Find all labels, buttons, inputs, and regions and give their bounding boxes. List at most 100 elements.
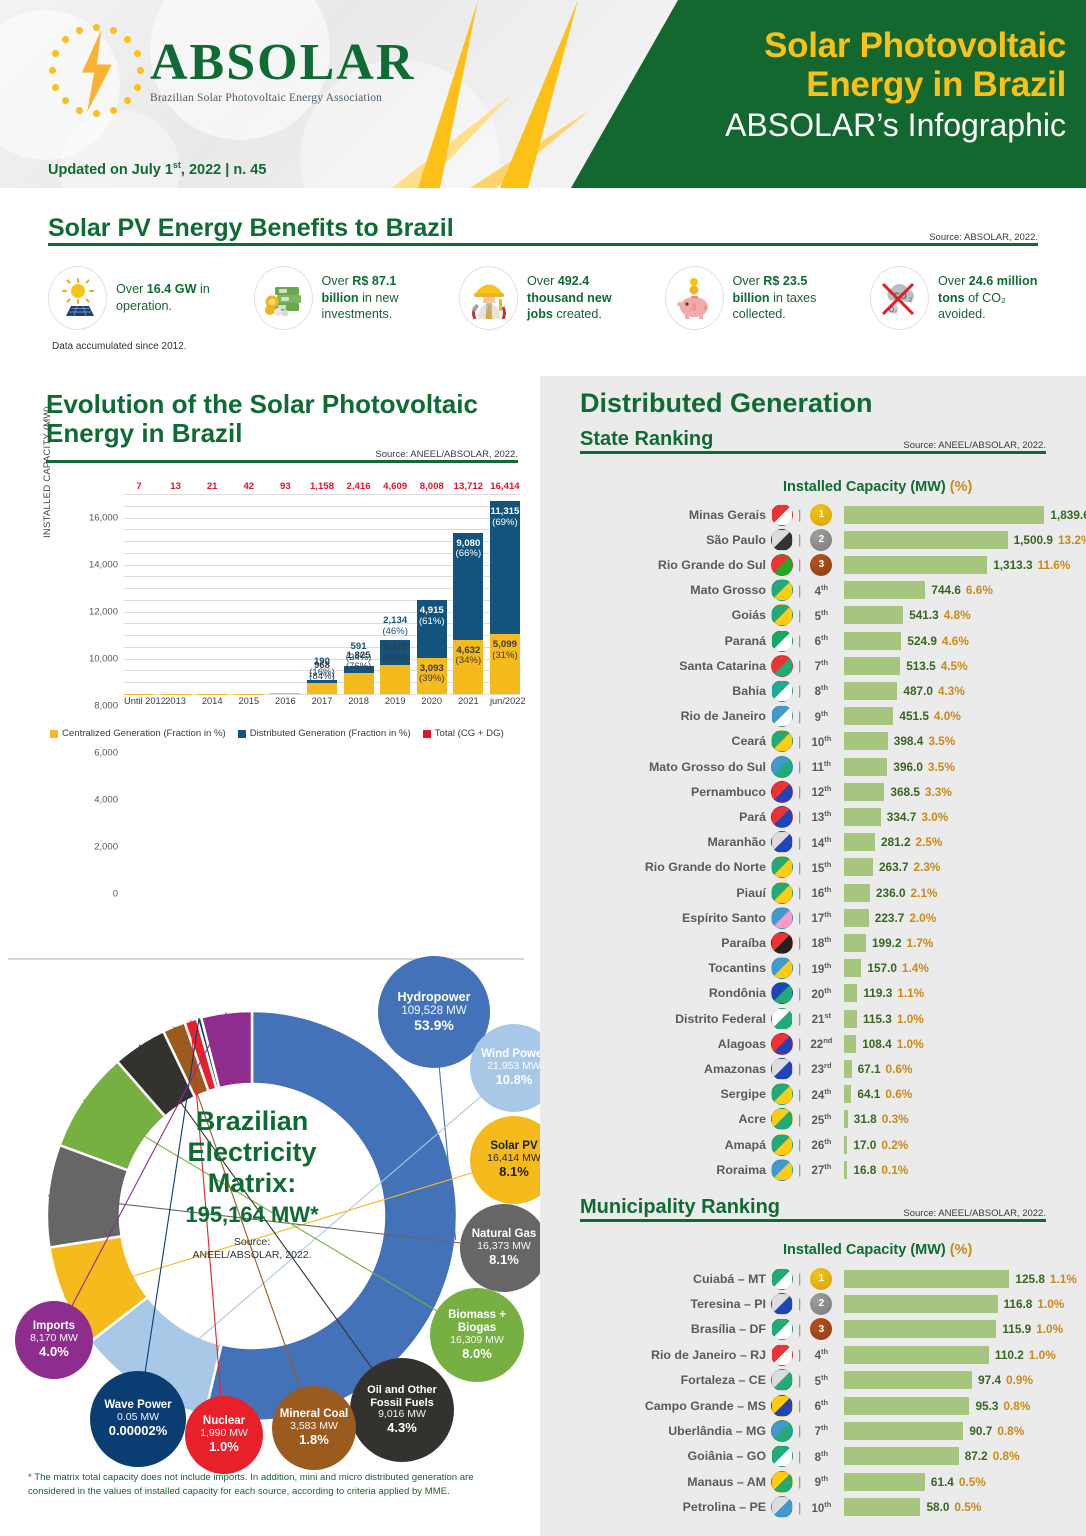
ranking-row[interactable]: Fortaleza – CE | 5th 97.4 0.9% bbox=[568, 1368, 1068, 1393]
bar-segment-distributed: 9,080 (66%) bbox=[453, 532, 484, 640]
ranking-capacity-mw: 398.4 bbox=[893, 734, 924, 749]
bar-segment-centralized bbox=[270, 692, 301, 694]
ranking-row[interactable]: Amazonas | 23rd 67.1 0.6% bbox=[568, 1056, 1068, 1081]
ranking-row[interactable]: Rio Grande do Norte | 15th 263.7 2.3% bbox=[568, 855, 1068, 880]
x-tick-label: 2015 bbox=[238, 696, 260, 706]
bubble-source-name: Biomass + Biogas bbox=[448, 1308, 506, 1334]
benefit-text: Over 24.6 million tons of CO₂ avoided. bbox=[938, 273, 1038, 322]
ranking-row[interactable]: Paraná | 6th 524.9 4.6% bbox=[568, 628, 1068, 653]
ranking-row[interactable]: Goiânia – GO | 8th 87.2 0.8% bbox=[568, 1444, 1068, 1469]
ranking-row[interactable]: Rio Grande do Sul | 3 1,313.3 11.6% bbox=[568, 552, 1070, 577]
ranking-row[interactable]: Sergipe | 24th 64.1 0.6% bbox=[568, 1082, 1068, 1107]
ranking-percent: 0.8% bbox=[997, 1423, 1025, 1438]
decorative-blob bbox=[150, 0, 330, 140]
ranking-row[interactable]: Maranhão | 14th 281.2 2.5% bbox=[568, 830, 1068, 855]
ranking-bar-track: 67.1 0.6% bbox=[844, 1059, 1068, 1078]
medal-silver-icon: 2 bbox=[810, 528, 833, 551]
ranking-capacity-mw: 524.9 bbox=[907, 633, 937, 648]
row-separator: | bbox=[798, 1271, 802, 1286]
ranking-row[interactable]: Minas Gerais | 1 1,839.616.2% bbox=[568, 502, 1086, 527]
bar-total-label: 13,712 bbox=[453, 481, 484, 492]
bar-label-centralized: 4,632 (34%) bbox=[455, 644, 482, 667]
ranking-position: 25th bbox=[811, 1111, 832, 1127]
ranking-row[interactable]: Petrolina – PE | 10th 58.0 0.5% bbox=[568, 1495, 1068, 1520]
ranking-row[interactable]: Rondônia | 20th 119.3 1.1% bbox=[568, 981, 1068, 1006]
gridline: 2,000 bbox=[94, 670, 520, 852]
bar-column: 7 bbox=[124, 481, 154, 694]
bubble-percent: 53.9% bbox=[414, 1016, 454, 1033]
ranking-row[interactable]: Bahia | 8th 487.0 4.3% bbox=[568, 678, 1068, 703]
ranking-row[interactable]: Alagoas | 22nd 108.4 1.0% bbox=[568, 1031, 1068, 1056]
benefits-source: Source: ABSOLAR, 2022. bbox=[929, 232, 1038, 243]
ranking-bar bbox=[844, 959, 862, 978]
ranking-capacity-mw: 116.8 bbox=[1003, 1296, 1033, 1311]
state-flag-icon bbox=[771, 755, 793, 778]
ranking-row[interactable]: Manaus – AM | 9th 61.4 0.5% bbox=[568, 1469, 1068, 1494]
ranking-percent: 2.1% bbox=[910, 885, 938, 900]
ranking-values: 513.5 4.5% bbox=[906, 659, 967, 673]
logo-tagline: Brazilian Solar Photovoltaic Energy Asso… bbox=[150, 91, 383, 104]
ranking-row[interactable]: Pernambuco | 12th 368.5 3.3% bbox=[568, 779, 1068, 804]
ranking-row[interactable]: São Paulo | 2 1,500.9 13.2% bbox=[568, 527, 1086, 552]
bubble-percent: 1.0% bbox=[209, 1439, 239, 1455]
ranking-row[interactable]: Mato Grosso | 4th 744.6 6.6% bbox=[568, 578, 1068, 603]
matrix-center-label: Brazilian Electricity Matrix: 195,164 MW… bbox=[143, 1106, 361, 1261]
ranking-bar-track: 87.2 0.8% bbox=[844, 1447, 1068, 1466]
ranking-row[interactable]: Piauí | 16th 236.0 2.1% bbox=[568, 880, 1068, 905]
ranking-row[interactable]: Rio de Janeiro – RJ | 4th 110.2 1.0% bbox=[568, 1342, 1068, 1367]
ranking-row[interactable]: Paraíba | 18th 199.2 1.7% bbox=[568, 930, 1068, 955]
ranking-row[interactable]: Santa Catarina | 7th 513.5 4.5% bbox=[568, 653, 1068, 678]
ranking-row[interactable]: Amapá | 26th 17.0 0.2% bbox=[568, 1132, 1068, 1157]
ranking-bar-track: 157.0 1.4% bbox=[844, 959, 1068, 978]
row-separator: | bbox=[798, 834, 802, 850]
y-tick-label: 12,000 bbox=[88, 606, 118, 618]
bar-total-label: 4,609 bbox=[383, 481, 408, 492]
bubble-capacity: 16,309 MW bbox=[450, 1333, 504, 1346]
page-subtitle: ABSOLAR’s Infographic bbox=[725, 107, 1066, 144]
row-separator: | bbox=[798, 557, 802, 573]
ranking-row[interactable]: Rio de Janeiro | 9th 451.5 4.0% bbox=[568, 704, 1068, 729]
ranking-row[interactable]: Acre | 25th 31.8 0.3% bbox=[568, 1107, 1068, 1132]
bar-column: 2,416 591 (24%) 1,825 (76%) bbox=[343, 481, 374, 694]
ranking-row[interactable]: Uberlândia – MG | 7th 90.7 0.8% bbox=[568, 1418, 1068, 1443]
medal-gold-icon: 1 bbox=[810, 503, 833, 526]
y-tick-label: 14,000 bbox=[88, 559, 118, 571]
ranking-percent: 0.8% bbox=[992, 1449, 1020, 1464]
header-title-block: Solar Photovoltaic Energy in Brazil ABSO… bbox=[596, 26, 1066, 145]
ranking-row[interactable]: Teresina – PI | 2 116.8 1.0% bbox=[568, 1291, 1068, 1316]
ranking-row[interactable]: Goiás | 5th 541.3 4.8% bbox=[568, 603, 1068, 628]
bar-segment-centralized: 968 (84%) bbox=[306, 660, 337, 694]
section-divider bbox=[580, 451, 1046, 454]
state-flag-icon bbox=[771, 1394, 793, 1417]
gridline: 8,000 bbox=[94, 599, 520, 711]
bar-segment-distributed: 4,915 (61%) bbox=[416, 599, 447, 658]
ranking-percent: 4.5% bbox=[940, 658, 968, 673]
x-tick-label: jun/2022 bbox=[489, 696, 526, 706]
bar-label-centralized: 5,099 (31%) bbox=[492, 639, 518, 661]
ranking-bar-track: 115.3 1.0% bbox=[844, 1009, 1068, 1028]
ranking-values: 97.4 0.9% bbox=[978, 1373, 1033, 1387]
ranking-values: 223.7 2.0% bbox=[875, 911, 936, 925]
ranking-row[interactable]: Cuiabá – MT | 1 125.8 1.1% bbox=[568, 1266, 1077, 1291]
ranking-row[interactable]: Brasília – DF | 3 115.9 1.0% bbox=[568, 1317, 1068, 1342]
legend-label: Distributed Generation (Fraction in %) bbox=[249, 728, 411, 739]
ranking-bar-track: 90.7 0.8% bbox=[844, 1421, 1068, 1440]
ranking-row[interactable]: Roraima | 27th 16.8 0.1% bbox=[568, 1157, 1068, 1182]
ranking-row[interactable]: Mato Grosso do Sul | 11th 396.0 3.5% bbox=[568, 754, 1068, 779]
ranking-row[interactable]: Campo Grande – MS | 6th 95.3 0.8% bbox=[568, 1393, 1068, 1418]
bar-total-label: 42 bbox=[243, 481, 255, 492]
ranking-row[interactable]: Tocantins | 19th 157.0 1.4% bbox=[568, 956, 1068, 981]
bubble-capacity: 16,373 MW bbox=[477, 1240, 531, 1253]
ranking-row[interactable]: Espírito Santo | 17th 223.7 2.0% bbox=[568, 905, 1068, 930]
ranking-bar bbox=[844, 1371, 973, 1390]
ranking-values: 95.3 0.8% bbox=[975, 1399, 1030, 1413]
ranking-row[interactable]: Distrito Federal | 21st 115.3 1.0% bbox=[568, 1006, 1068, 1031]
ranking-row[interactable]: Ceará | 10th 398.4 3.5% bbox=[568, 729, 1068, 754]
piggy-bank-icon: $ bbox=[664, 266, 724, 330]
bar-label-distributed: 4,915 (61%) bbox=[418, 604, 445, 627]
lightning-sun-logo-icon bbox=[48, 22, 144, 118]
ranking-values: 744.6 6.6% bbox=[931, 583, 992, 597]
bar-column: 13,712 9,080 (66%) 4,632 (34%) bbox=[453, 481, 484, 694]
ranking-row[interactable]: Pará | 13th 334.7 3.0% bbox=[568, 804, 1068, 829]
ranking-bar-track: 31.8 0.3% bbox=[844, 1110, 1068, 1129]
